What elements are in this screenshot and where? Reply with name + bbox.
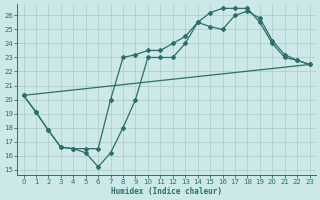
X-axis label: Humidex (Indice chaleur): Humidex (Indice chaleur): [111, 187, 222, 196]
